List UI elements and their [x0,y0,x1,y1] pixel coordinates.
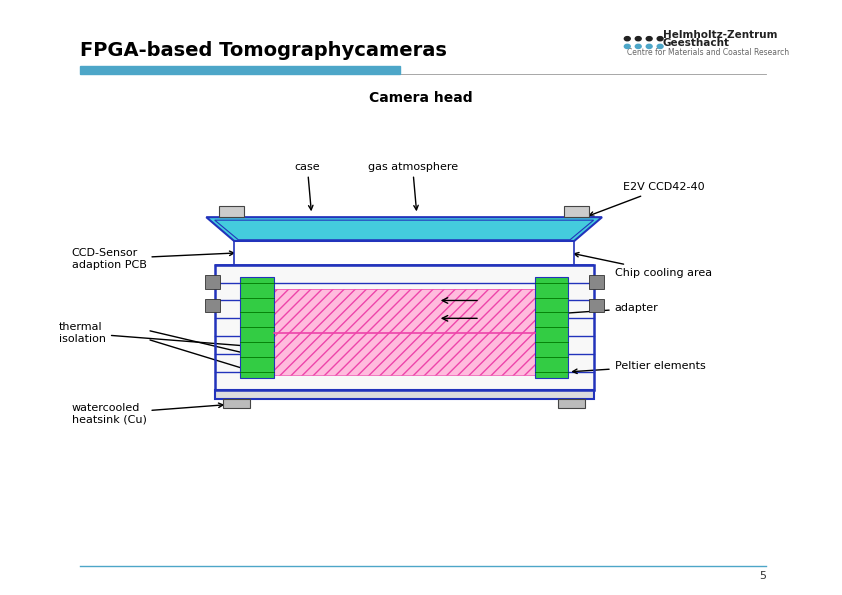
Bar [215,265,594,390]
Circle shape [647,37,652,40]
Bar [564,206,589,217]
Text: Geesthacht: Geesthacht [663,38,730,48]
Bar [535,277,568,378]
Bar [234,241,574,265]
Text: gas atmosphere: gas atmosphere [367,162,458,210]
Text: Peltier elements: Peltier elements [573,361,706,374]
Bar [215,265,594,390]
Circle shape [647,45,652,49]
Text: E2V CCD42-40: E2V CCD42-40 [589,183,705,216]
Text: case: case [295,162,320,210]
Text: Chip cooling area: Chip cooling area [574,252,711,277]
Bar [589,299,604,312]
Circle shape [624,37,630,40]
Circle shape [635,45,641,49]
Polygon shape [206,217,602,241]
Bar [240,277,274,378]
Bar [589,275,604,289]
Text: Camera head: Camera head [369,91,473,105]
Text: watercooled
heatsink (Cu): watercooled heatsink (Cu) [72,403,223,424]
Text: 5: 5 [759,571,766,581]
Bar [215,390,594,399]
Circle shape [657,45,663,49]
Circle shape [635,37,641,40]
Text: Helmholtz-Zentrum: Helmholtz-Zentrum [663,30,777,39]
Bar [205,299,220,312]
Circle shape [624,45,630,49]
Bar [274,289,535,375]
Text: CCD-Sensor
adaption PCB: CCD-Sensor adaption PCB [72,248,234,270]
Text: thermal
isolation: thermal isolation [59,322,269,350]
Circle shape [657,37,663,40]
Text: Centre for Materials and Coastal Research: Centre for Materials and Coastal Researc… [627,48,790,57]
Bar [219,206,244,217]
Bar [274,289,535,375]
Bar [223,399,250,408]
Text: adapter: adapter [539,303,658,317]
Bar [80,66,400,74]
Text: FPGA-based Tomographycameras: FPGA-based Tomographycameras [80,41,447,60]
Bar [205,275,220,289]
Bar [558,399,585,408]
